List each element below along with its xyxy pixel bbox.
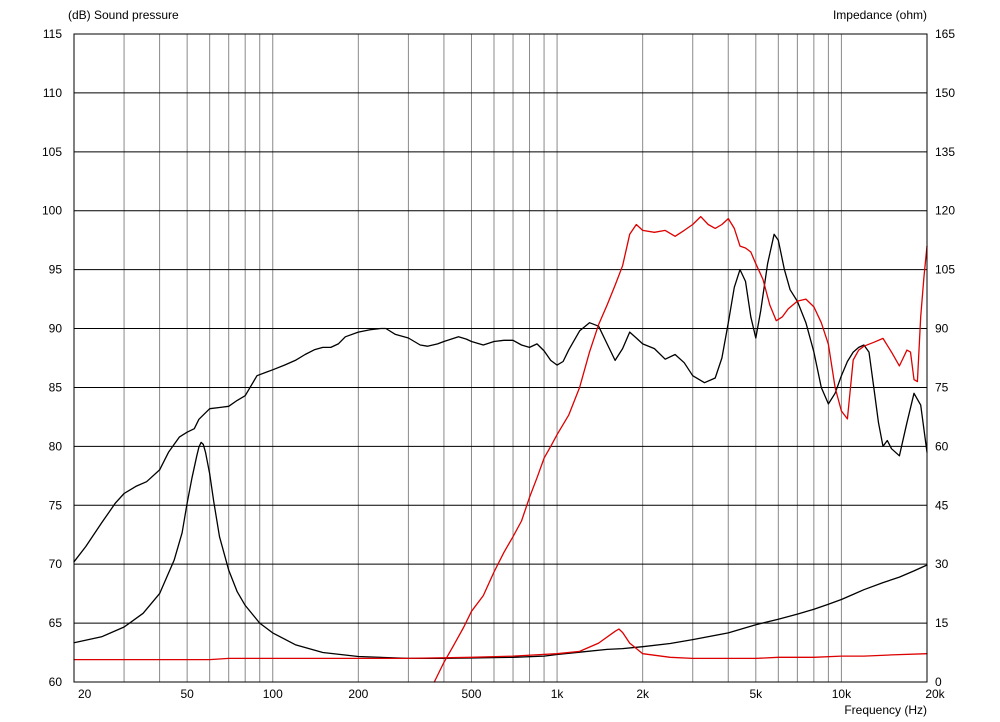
y-right-tick-label: 0 bbox=[935, 675, 942, 689]
series-line-0 bbox=[73, 233, 928, 563]
y-left-tick-label: 90 bbox=[49, 322, 63, 336]
plot-frame bbox=[73, 33, 928, 683]
x-tick-label: 200 bbox=[348, 687, 368, 701]
y-left-tick-label: 75 bbox=[49, 498, 63, 512]
y-left-tick-label: 85 bbox=[49, 380, 63, 394]
y-left-tick-label: 60 bbox=[49, 675, 63, 689]
x-tick-label: 20 bbox=[78, 687, 92, 701]
y-right-tick-label: 150 bbox=[935, 86, 955, 100]
y-right-tick-label: 75 bbox=[935, 380, 949, 394]
tick-labels: 60 65 70 75 80 85 90 95 100 105 110 115 0 15 30 45 60 75 9… bbox=[42, 27, 955, 701]
y-right-tick-label: 120 bbox=[935, 204, 955, 218]
y-left-tick-label: 95 bbox=[49, 263, 63, 277]
x-tick-label: 5k bbox=[749, 687, 763, 701]
series-line-1 bbox=[73, 441, 928, 660]
y-left-tick-label: 115 bbox=[43, 27, 62, 41]
y-right-tick-label: 90 bbox=[935, 322, 949, 336]
x-tick-label: 10k bbox=[832, 687, 852, 701]
y-right-tick-label: 135 bbox=[935, 145, 955, 159]
x-tick-label: 2k bbox=[636, 687, 650, 701]
y-left-tick-label: 105 bbox=[42, 145, 62, 159]
x-tick-label: 500 bbox=[461, 687, 481, 701]
grid bbox=[74, 34, 927, 682]
y-right-tick-label: 45 bbox=[935, 498, 949, 512]
left-axis-title: (dB) Sound pressure bbox=[68, 8, 179, 22]
y-right-tick-label: 165 bbox=[935, 27, 955, 41]
right-axis-title: Impedance (ohm) bbox=[833, 8, 927, 22]
y-left-tick-label: 80 bbox=[49, 439, 63, 453]
y-left-tick-label: 65 bbox=[49, 616, 63, 630]
y-left-tick-label: 70 bbox=[49, 557, 63, 571]
series-layer bbox=[73, 215, 928, 683]
y-left-tick-label: 110 bbox=[43, 86, 62, 100]
x-tick-label: 20k bbox=[925, 687, 945, 701]
x-tick-label: 100 bbox=[263, 687, 283, 701]
y-left-tick-label: 100 bbox=[42, 204, 62, 218]
series-line-3 bbox=[433, 215, 928, 683]
y-right-tick-label: 15 bbox=[935, 616, 949, 630]
y-right-tick-label: 30 bbox=[935, 557, 949, 571]
x-tick-label: 50 bbox=[180, 687, 194, 701]
x-tick-label: 1k bbox=[551, 687, 565, 701]
x-axis-title: Frequency (Hz) bbox=[844, 703, 927, 717]
y-right-tick-label: 60 bbox=[935, 439, 949, 453]
y-right-tick-label: 105 bbox=[935, 263, 955, 277]
series-line-2 bbox=[73, 628, 928, 661]
